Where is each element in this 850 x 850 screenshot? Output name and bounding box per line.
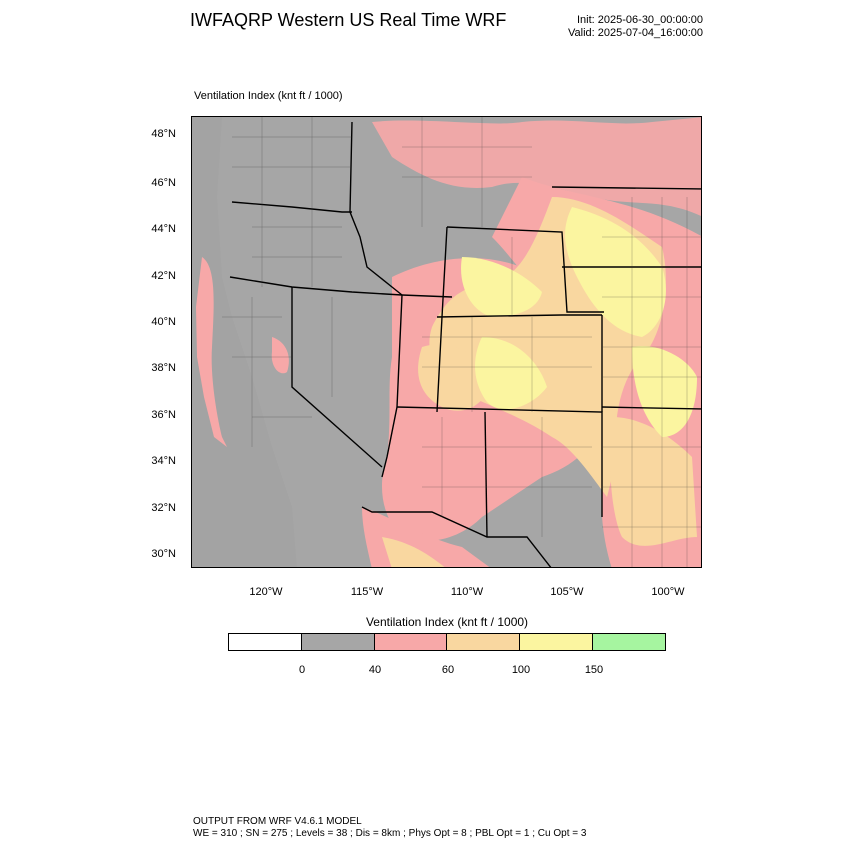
ca-nv-boundary xyxy=(291,287,383,468)
colorbar-tick: 100 xyxy=(511,664,531,676)
colorbar-segment xyxy=(229,634,302,650)
lon-label-115: 115°W xyxy=(350,586,384,598)
lon-label-100: 100°W xyxy=(651,586,685,598)
ocean-area xyxy=(192,117,297,567)
lat-label-32: 32°N xyxy=(151,502,176,514)
county-lines xyxy=(222,117,701,567)
mexico-border xyxy=(361,506,552,567)
lat-label-40: 40°N xyxy=(151,316,176,328)
lat-label-44: 44°N xyxy=(151,223,176,235)
lon-label-120: 120°W xyxy=(249,586,283,598)
lat-label-36: 36°N xyxy=(151,409,176,421)
lat-label-46: 46°N xyxy=(151,177,176,189)
state-boundaries xyxy=(229,121,701,567)
ventilation-index-map xyxy=(191,116,702,568)
plot-title: IWFAQRP Western US Real Time WRF xyxy=(190,10,507,30)
colorbar-tick: 60 xyxy=(441,664,455,676)
co-north-boundary xyxy=(436,314,602,318)
lat-label-30: 30°N xyxy=(151,548,176,560)
colorbar-tick: 150 xyxy=(584,664,604,676)
colorbar-segment xyxy=(593,634,665,650)
colorbar-segment xyxy=(301,634,375,650)
nv-ut-az-boundary xyxy=(381,294,403,478)
map-field-label: Ventilation Index (knt ft / 1000) xyxy=(194,90,343,102)
colorbar-segment xyxy=(520,634,594,650)
colorbar-tick: 0 xyxy=(298,664,306,676)
map-canvas xyxy=(192,117,701,567)
lat-label-48: 48°N xyxy=(151,128,176,140)
vi-100-150-patches xyxy=(461,207,697,437)
colorbar-segment xyxy=(447,634,521,650)
model-footer-line2: WE = 310 ; SN = 275 ; Levels = 38 ; Dis … xyxy=(193,828,587,839)
legend-title: Ventilation Index (knt ft / 1000) xyxy=(365,615,529,629)
lat-label-34: 34°N xyxy=(151,455,176,467)
lon-label-105: 105°W xyxy=(550,586,584,598)
ks-ok-boundary xyxy=(601,406,701,410)
lon-label-110: 110°W xyxy=(450,586,484,598)
valid-time: Valid: 2025-07-04_16:00:00 xyxy=(568,27,703,39)
colorbar xyxy=(228,633,666,651)
az-nm-line xyxy=(484,411,488,538)
colorbar-tick: 40 xyxy=(368,664,382,676)
init-time: Init: 2025-06-30_00:00:00 xyxy=(577,14,703,26)
lat-label-42: 42°N xyxy=(151,270,176,282)
colorbar-segment xyxy=(374,634,448,650)
wy-boundary xyxy=(446,226,604,313)
model-footer-line1: OUTPUT FROM WRF V4.6.1 MODEL xyxy=(193,816,362,827)
lat-label-38: 38°N xyxy=(151,362,176,374)
nd-sd-boundary xyxy=(551,186,701,190)
idaho-west-boundary xyxy=(349,121,403,296)
or-ca-nv-id-boundary xyxy=(229,276,453,298)
